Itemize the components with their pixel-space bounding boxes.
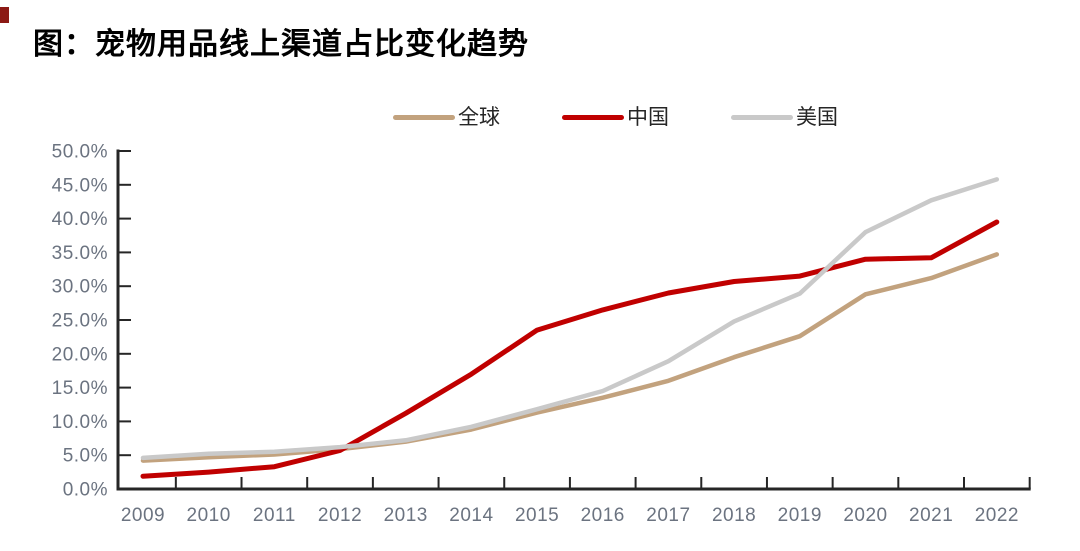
legend-label-global: 全球 (458, 105, 500, 129)
legend-item-usa: 美国 (731, 104, 838, 130)
x-axis-tick-label: 2016 (581, 505, 625, 526)
legend-item-china: 中国 (562, 104, 669, 130)
series-line-global (140, 252, 1000, 463)
x-axis-tick-label: 2018 (712, 505, 756, 526)
x-axis-tick-label: 2012 (318, 505, 362, 526)
x-axis-tick-label: 2021 (909, 505, 953, 526)
x-axis-tick-label: 2009 (121, 505, 165, 526)
y-axis-tick-label: 40.0% (52, 209, 108, 230)
legend-swatch-china (562, 114, 624, 120)
series-line-usa (140, 177, 1000, 461)
y-axis-tick-label: 5.0% (63, 446, 108, 467)
line-chart: 0.0% 5.0% 10.0% 15.0% 20.0% 25.0% 30.0% 35.0% 40… (52, 142, 1031, 526)
y-axis-tick-label: 15.0% (52, 378, 108, 399)
x-axis-tick-label: 2022 (975, 505, 1019, 526)
x-axis-tick-label: 2010 (187, 505, 231, 526)
x-axis-tick-label: 2017 (646, 505, 690, 526)
figure-title: 图：宠物用品线上渠道占比变化趋势 (33, 28, 529, 61)
y-axis-tick-label: 20.0% (52, 344, 108, 365)
series-line-china (140, 219, 1000, 479)
y-axis-tick-label: 0.0% (63, 480, 108, 501)
x-axis-tick-label: 2015 (515, 505, 559, 526)
x-axis-tick-label: 2014 (449, 505, 493, 526)
legend-swatch-usa (731, 114, 793, 120)
y-axis-tick-label: 30.0% (52, 277, 108, 298)
y-axis-tick-label: 10.0% (52, 412, 108, 433)
x-axis-tick-label: 2019 (778, 505, 822, 526)
x-axis-tick-label: 2020 (843, 505, 887, 526)
chart-legend: 全球 中国 美国 (393, 104, 838, 130)
legend-swatch-global (393, 114, 455, 120)
page-corner-mark (0, 7, 9, 23)
legend-item-global: 全球 (393, 104, 500, 130)
x-axis-tick-label: 2013 (384, 505, 428, 526)
y-axis-tick-label: 35.0% (52, 243, 108, 264)
y-axis-tick-label: 50.0% (52, 142, 108, 163)
x-axis-tick-label: 2011 (253, 505, 296, 526)
y-axis-tick-label: 25.0% (52, 311, 108, 332)
legend-label-china: 中国 (627, 105, 669, 129)
y-axis-tick-label: 45.0% (52, 175, 108, 196)
legend-label-usa: 美国 (796, 105, 838, 129)
